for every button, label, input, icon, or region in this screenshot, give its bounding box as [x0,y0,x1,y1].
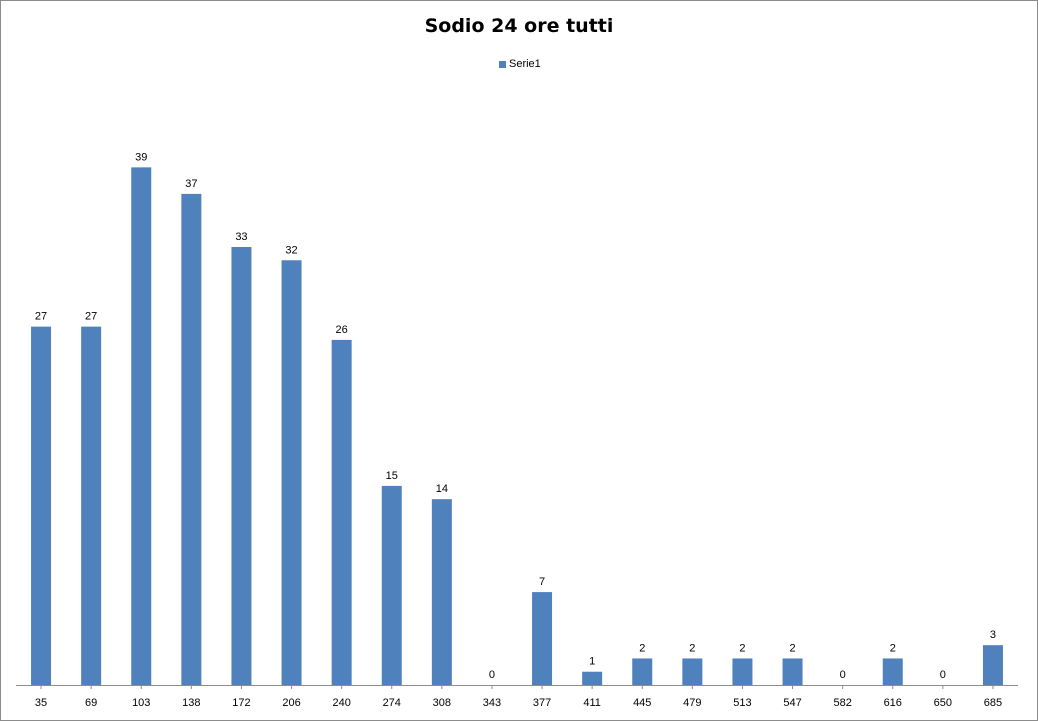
data-label-240: 26 [336,324,348,336]
x-tick-label-445: 445 [633,697,651,709]
bar-411 [582,671,603,685]
x-tick-label-685: 685 [984,697,1002,709]
x-tick-label-547: 547 [783,697,801,709]
x-tick-label-240: 240 [332,697,350,709]
bar-479 [682,658,703,685]
x-tick-label-35: 35 [35,697,47,709]
x-tick-label-138: 138 [182,697,200,709]
data-label-103: 39 [135,151,147,163]
x-tick-label-343: 343 [483,697,501,709]
data-label-650: 0 [940,669,946,681]
bar-35 [31,326,52,685]
legend-swatch-serie1 [499,60,506,68]
x-tick-label-377: 377 [533,697,551,709]
bar-274 [381,485,402,685]
bar-69 [81,326,102,685]
bar-547 [782,658,803,685]
chart-legend: Serie1 [499,57,541,71]
x-tick-label-582: 582 [833,697,851,709]
data-label-138: 37 [185,178,197,190]
data-label-69: 27 [85,311,97,323]
x-tick-label-274: 274 [383,697,401,709]
x-tick-label-411: 411 [583,697,601,709]
bar-445 [632,658,653,685]
data-label-308: 14 [436,483,448,495]
data-label-616: 2 [890,642,896,654]
data-label-547: 2 [789,642,795,654]
data-label-411: 1 [589,656,595,668]
x-tick-label-650: 650 [934,697,952,709]
data-label-35: 27 [35,311,47,323]
data-label-582: 0 [840,669,846,681]
data-label-377: 7 [539,576,545,588]
data-label-513: 2 [739,642,745,654]
bar-685 [982,645,1003,685]
data-label-172: 33 [235,231,247,243]
bar-103 [131,167,152,685]
x-tick-label-308: 308 [433,697,451,709]
data-label-206: 32 [285,244,297,256]
x-tick-label-172: 172 [232,697,250,709]
bar-616 [882,658,903,685]
data-label-343: 0 [489,669,495,681]
x-tick-label-103: 103 [132,697,150,709]
x-tick-label-69: 69 [85,697,97,709]
bar-377 [532,592,553,685]
x-tick-label-479: 479 [683,697,701,709]
x-tick-label-513: 513 [733,697,751,709]
bar-138 [181,193,202,685]
bar-240 [331,339,352,685]
data-label-479: 2 [689,642,695,654]
bar-206 [281,260,302,685]
legend-label-serie1: Serie1 [509,58,541,70]
data-label-685: 3 [990,629,996,641]
bar-308 [431,499,452,685]
x-tick-label-206: 206 [282,697,300,709]
chart-title: Sodio 24 ore tutti [424,15,614,37]
bar-513 [732,658,753,685]
x-tick-label-616: 616 [884,697,902,709]
bar-172 [231,247,252,685]
data-label-445: 2 [639,642,645,654]
data-label-274: 15 [386,470,398,482]
